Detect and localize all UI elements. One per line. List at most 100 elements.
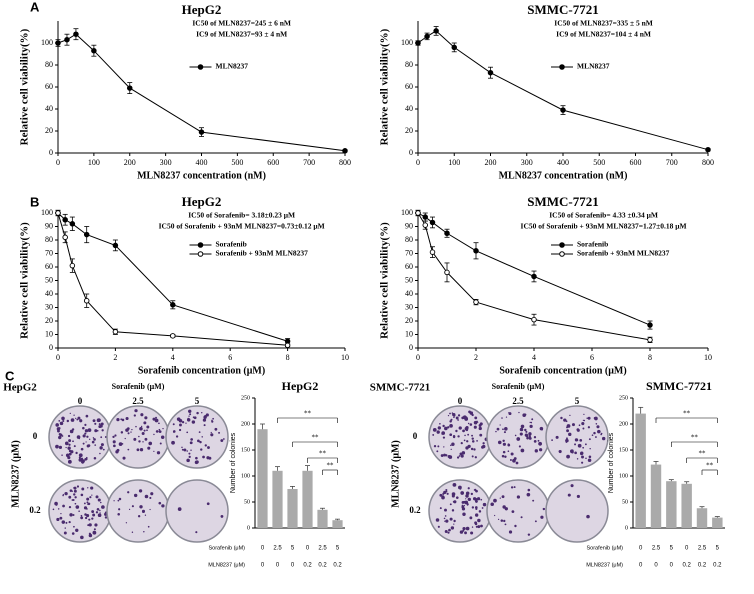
colony [92,530,97,535]
colony [186,431,189,434]
colony [96,429,99,432]
colony [116,418,120,422]
colony [101,505,105,509]
y-tick-label: 200 [619,421,628,427]
colony [133,493,138,498]
colony [202,418,207,422]
colony [52,508,55,511]
colony [581,422,585,426]
colony [127,432,130,435]
colony [58,432,62,436]
colony [210,431,212,434]
colony [130,431,132,433]
colony [529,421,531,424]
colony [520,448,525,453]
colony [156,451,161,455]
colony [67,459,72,464]
colony [115,450,119,454]
colony [503,431,506,434]
row-label: 0 [33,431,38,441]
x-tick-label: 5 [291,546,295,552]
colony [56,517,60,522]
category-row-name: MLN8237 (μM) [208,562,245,568]
y-tick-label: 250 [619,395,628,401]
x-tick-label: 2.5 [318,546,327,552]
colony [563,418,567,422]
colony [94,444,97,446]
point [429,249,436,255]
significance-label: ** [706,462,714,470]
colony [113,444,116,448]
colony [78,510,80,512]
legend-label: MLN8237 [577,62,610,71]
x-tick-label: 4 [171,353,175,362]
colony [100,443,104,447]
y-tick-label: 20 [405,316,413,325]
colony [469,423,473,426]
significance-label: ** [683,410,691,418]
colony [146,429,148,432]
colony [501,454,505,458]
legend-marker [559,242,565,248]
colony [61,520,66,524]
colony [443,490,447,494]
point [73,31,79,37]
colony [188,409,192,413]
colony [577,443,582,448]
colony [449,503,452,506]
colony [460,442,463,445]
colony [449,423,453,428]
colony [88,533,93,538]
colony [140,413,144,417]
x-tick-label: 0 [416,158,420,167]
colony [480,524,483,528]
colony [79,419,83,423]
y-tick-label: 100 [619,473,628,479]
colony [85,456,88,459]
colony [59,516,63,520]
colony [595,436,597,438]
annotation: IC9 of MLN8237=93 ± 4 nM [196,30,287,39]
colony [190,449,192,451]
colony [188,452,191,455]
x-tick-label: 5 [336,546,340,552]
legend-label: Sorafenib + 93nM MLN8237 [577,249,670,258]
y-tick-label: 40 [405,104,413,113]
colony [131,428,133,431]
colony [97,513,102,518]
colony [68,452,72,456]
y-tick-label: 80 [405,60,413,69]
point [433,28,439,34]
point [487,69,494,76]
point [55,210,61,216]
colony [201,436,203,438]
y-tick-label: 90 [45,221,53,230]
colony [171,440,175,445]
y-tick-label: 0 [409,148,413,157]
colony [154,418,159,423]
y-tick-label: 100 [401,208,413,217]
y-tick-label: 0 [49,148,53,157]
colony [141,510,145,513]
colony [95,511,99,514]
colony [91,517,94,520]
colony [571,423,575,427]
colony [432,427,437,432]
x-axis-label: Sorafenib concentration (μM) [138,365,265,376]
colony [104,516,108,519]
colony [537,439,540,442]
bar [681,483,692,528]
x-tick-label: 0.2 [713,563,722,569]
colony [131,505,134,508]
colony [55,423,59,427]
x-tick-label: 6 [228,353,232,362]
colony [143,531,145,533]
colony [464,434,466,437]
point [444,269,450,276]
chart-title: HepG2 [282,379,319,393]
colony [477,525,481,529]
category-row-name: Sorafenib (μM) [209,545,246,551]
colony [471,437,474,440]
colony [220,515,224,518]
y-tick-label: 20 [45,316,53,325]
